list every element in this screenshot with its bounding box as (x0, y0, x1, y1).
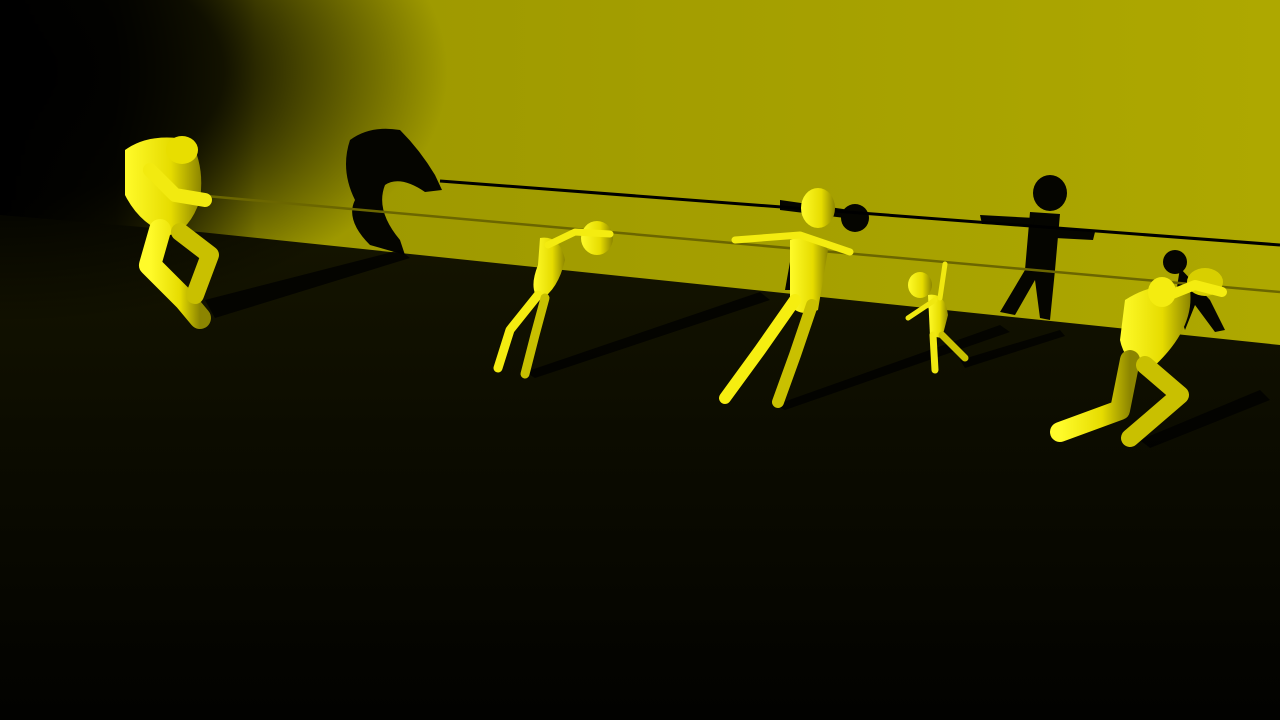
figure (1050, 268, 1227, 447)
rope-shadow (439, 179, 1280, 247)
rope (194, 193, 1280, 294)
figure (905, 261, 969, 374)
figure (125, 136, 219, 329)
figure (493, 221, 614, 379)
figure (719, 188, 854, 408)
